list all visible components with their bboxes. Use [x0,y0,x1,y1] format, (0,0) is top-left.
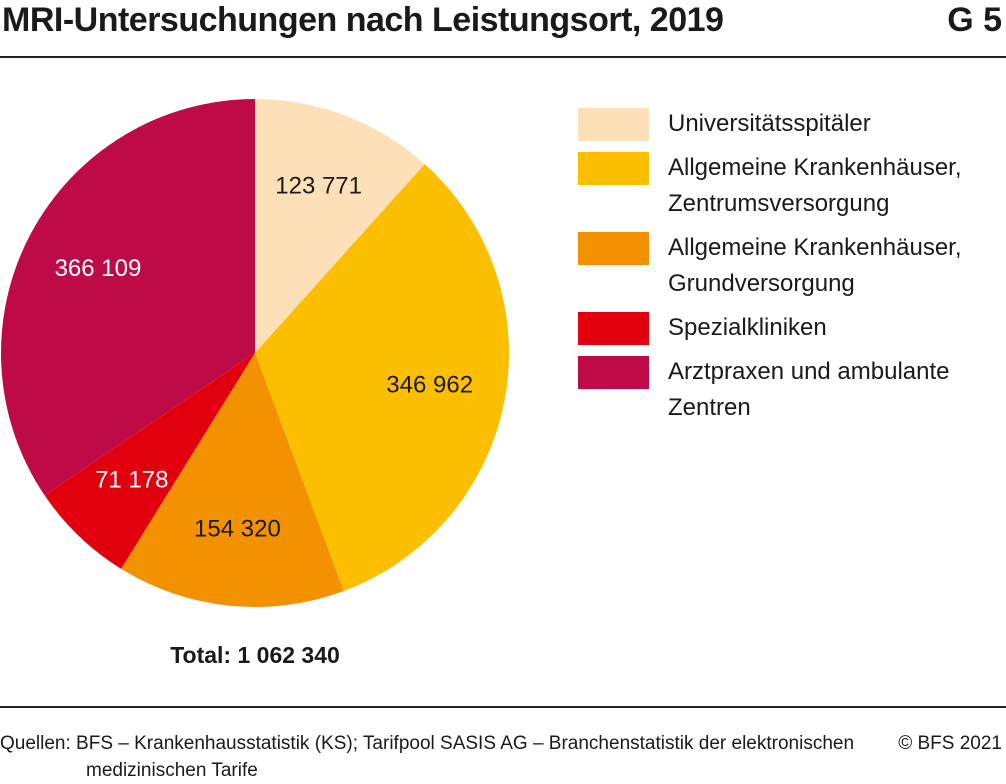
legend-swatch [578,152,649,185]
legend-label: Spezialkliniken [668,314,827,341]
legend-label: Arztpraxen und ambulante Zentren [668,358,950,421]
legend-label: Universitätsspitäler [668,110,871,137]
legend-swatch [578,232,649,265]
legend-label: Allgemeine Krankenhäuser, Grundversorgun… [668,234,962,297]
source-rule [0,706,1006,708]
source-note: Quellen: BFS – Krankenhausstatistik (KS)… [0,733,855,781]
title-rule [0,56,1006,58]
legend-item: Spezialkliniken [578,312,1006,346]
chart: 123 771 346 962 154 320 71 178 366 109 [1,99,509,607]
legend-item: Allgemeine Krankenhäuser, Grundversorgun… [578,232,1006,302]
pie-slice [121,353,344,607]
data-label: 71 178 [95,467,168,494]
chart-title: MRI-Untersuchungen nach Leistungsort, 20… [2,1,724,39]
legend-swatch [578,108,649,141]
legend: Universitätsspitäler Allgemeine Krankenhä… [578,108,1006,436]
pie-slice [44,353,256,569]
total-label: Total: 1 062 340 [170,642,340,668]
data-label: 366 109 [55,255,142,282]
data-label: 154 320 [194,515,281,542]
pie-slice [255,164,509,591]
figure-number: G 5 [947,1,1002,39]
data-label: 346 962 [386,371,473,398]
legend-swatch [578,312,649,345]
pie-slice [255,99,425,353]
data-label: 123 771 [275,172,362,199]
legend-item: Allgemeine Krankenhäuser, Zentrumsversor… [578,152,1006,222]
legend-item: Arztpraxen und ambulante Zentren [578,356,1006,426]
legend-swatch [578,356,649,389]
copyright: © BFS 2021 [898,733,1002,754]
legend-label: Allgemeine Krankenhäuser, Zentrumsversor… [668,154,962,217]
legend-item: Universitätsspitäler [578,108,1006,142]
pie-slice [1,99,255,496]
